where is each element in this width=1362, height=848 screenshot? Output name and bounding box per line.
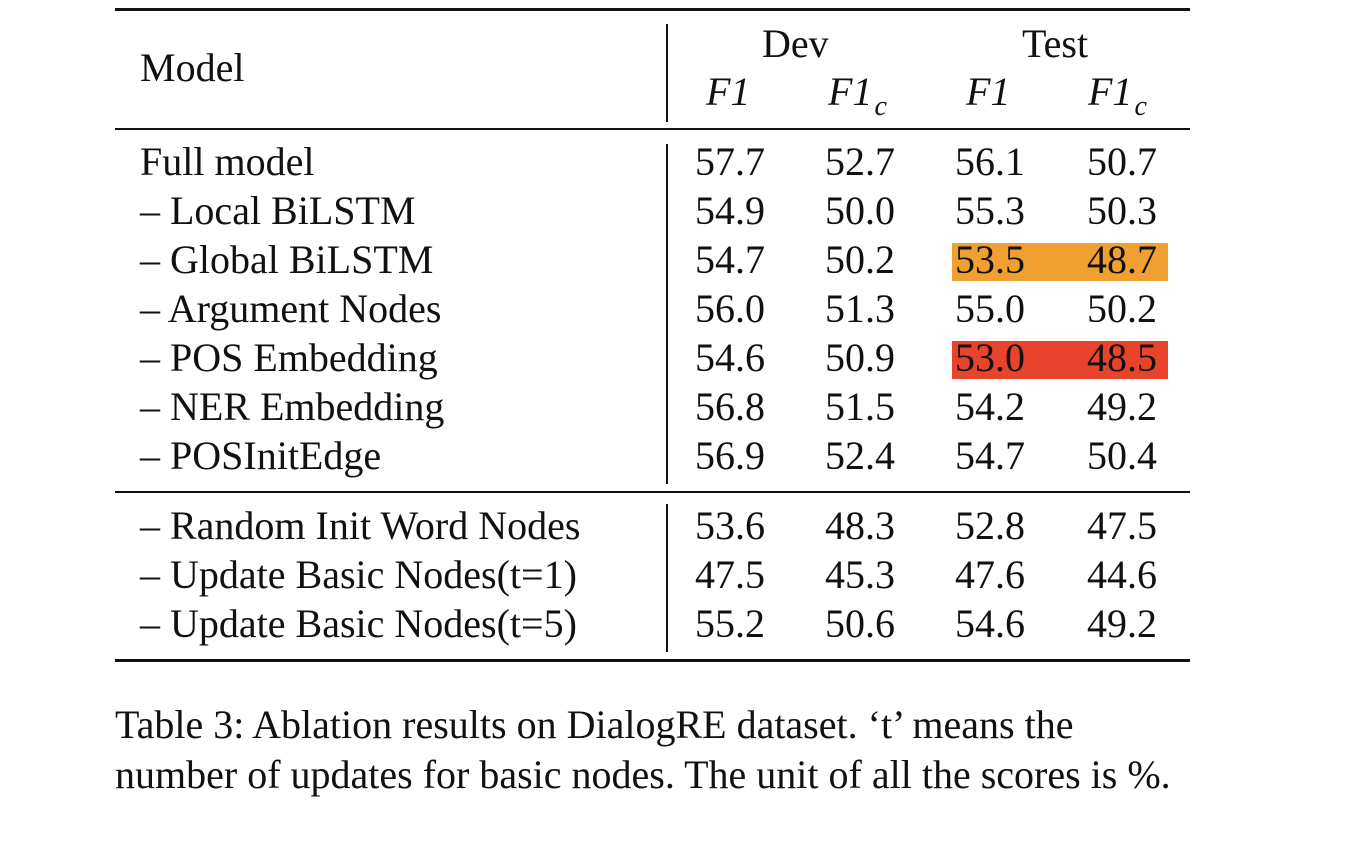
row-value-cell: 48.7 xyxy=(1087,237,1157,282)
row-value-cell: 49.2 xyxy=(1087,601,1157,646)
row-value-cell: 47.5 xyxy=(1087,503,1157,548)
header-test-f1: F1 xyxy=(966,68,1010,116)
row-model-label: Full model xyxy=(140,139,315,184)
row-value-cell: 54.9 xyxy=(695,188,765,233)
row-value-cell: 54.6 xyxy=(955,601,1025,646)
row-value-cell: 53.6 xyxy=(695,503,765,548)
row-model-label: – Random Init Word Nodes xyxy=(140,503,581,548)
row-value-cell: 50.6 xyxy=(825,601,895,646)
header-col-main: F1 xyxy=(828,69,873,114)
row-value-cell: 45.3 xyxy=(825,552,895,597)
row-value-cell: 54.7 xyxy=(695,237,765,282)
row-value-cell: 56.8 xyxy=(695,384,765,429)
row-value-cell: 50.4 xyxy=(1087,433,1157,478)
header-separator xyxy=(666,24,668,122)
row-value-cell: 56.9 xyxy=(695,433,765,478)
row-value-cell: 55.2 xyxy=(695,601,765,646)
row-model-label: – POSInitEdge xyxy=(140,433,382,478)
row-value-cell: 49.2 xyxy=(1087,384,1157,429)
header-col-main: F1 xyxy=(706,69,751,114)
header-dev-f1: F1 xyxy=(706,68,750,116)
header-col-sub: c xyxy=(1134,91,1147,122)
row-value-cell: 51.3 xyxy=(825,286,895,331)
row-value-cell: 56.0 xyxy=(695,286,765,331)
row-value-cell: 50.9 xyxy=(825,335,895,380)
row-value-cell: 47.6 xyxy=(955,552,1025,597)
group1-separator xyxy=(666,144,668,484)
row-model-label: – Local BiLSTM xyxy=(140,188,416,233)
row-value-cell: 54.2 xyxy=(955,384,1025,429)
row-value-cell: 51.5 xyxy=(825,384,895,429)
header-col-main: F1 xyxy=(1088,69,1133,114)
header-model: Model xyxy=(140,45,245,90)
group2-separator xyxy=(666,504,668,652)
highlight-global-bilstm-test xyxy=(952,243,1168,281)
row-model-label: – POS Embedding xyxy=(140,335,438,380)
row-value-cell: 50.7 xyxy=(1087,139,1157,184)
header-dev: Dev xyxy=(762,21,829,66)
header-rule xyxy=(115,128,1190,130)
table-caption: Table 3: Ablation results on DialogRE da… xyxy=(115,702,1171,797)
row-model-label: – Update Basic Nodes(t=1) xyxy=(140,552,577,597)
row-value-cell: 52.4 xyxy=(825,433,895,478)
row-value-cell: 50.0 xyxy=(825,188,895,233)
bottom-rule xyxy=(115,659,1190,662)
header-col-sub: c xyxy=(874,91,887,122)
row-value-cell: 57.7 xyxy=(695,139,765,184)
row-value-cell: 53.5 xyxy=(955,237,1025,282)
row-value-cell: 48.3 xyxy=(825,503,895,548)
mid-rule xyxy=(115,491,1190,493)
row-value-cell: 54.7 xyxy=(955,433,1025,478)
row-value-cell: 52.8 xyxy=(955,503,1025,548)
row-value-cell: 56.1 xyxy=(955,139,1025,184)
row-value-cell: 48.5 xyxy=(1087,335,1157,380)
row-value-cell: 52.7 xyxy=(825,139,895,184)
row-value-cell: 53.0 xyxy=(955,335,1025,380)
row-value-cell: 50.3 xyxy=(1087,188,1157,233)
row-model-label: – Argument Nodes xyxy=(140,286,442,331)
row-model-label: – NER Embedding xyxy=(140,384,445,429)
row-value-cell: 50.2 xyxy=(1087,286,1157,331)
row-value-cell: 55.3 xyxy=(955,188,1025,233)
top-rule xyxy=(115,8,1190,11)
row-value-cell: 47.5 xyxy=(695,552,765,597)
header-dev-f1c: F1c xyxy=(828,68,887,122)
header-col-main: F1 xyxy=(966,69,1011,114)
row-model-label: – Update Basic Nodes(t=5) xyxy=(140,601,577,646)
row-value-cell: 44.6 xyxy=(1087,552,1157,597)
row-model-label: – Global BiLSTM xyxy=(140,237,434,282)
row-value-cell: 55.0 xyxy=(955,286,1025,331)
highlight-pos-embedding-test xyxy=(952,341,1168,379)
row-value-cell: 50.2 xyxy=(825,237,895,282)
header-test-f1c: F1c xyxy=(1088,68,1147,122)
row-value-cell: 54.6 xyxy=(695,335,765,380)
header-test: Test xyxy=(1022,21,1089,66)
